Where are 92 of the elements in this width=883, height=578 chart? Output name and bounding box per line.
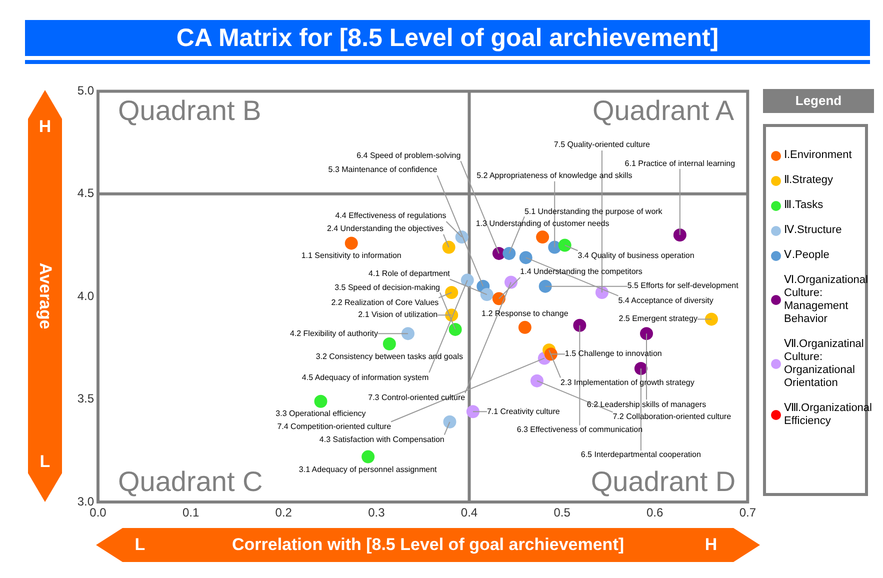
point	[536, 230, 550, 244]
point	[634, 362, 648, 375]
annotation: 4.2 Flexibility of authority	[290, 328, 378, 338]
annotation: 2.3 Implementation of growth strategy	[560, 378, 694, 387]
point	[344, 236, 358, 250]
annotation: 7.3 Control-oriented culture	[368, 393, 466, 402]
point	[443, 415, 456, 428]
point	[502, 246, 516, 260]
annotation: 1.2 Response to change	[482, 309, 568, 318]
x-tick-label: 0.2	[275, 506, 292, 520]
x-tick-label: 0.3	[368, 506, 386, 520]
point	[530, 374, 544, 388]
point	[518, 320, 532, 334]
annotation: 5.2 Appropriateness of knowledge and skills	[476, 171, 632, 180]
annotation: 6.3 Effectiveness of communication	[516, 425, 643, 434]
y-tick-label: 4.5	[77, 186, 94, 200]
point	[314, 394, 328, 408]
annotation: Quadrant D	[590, 466, 736, 497]
y-tick-label: 4.0	[77, 288, 94, 303]
annotation: 7.1 Creativity culture	[486, 406, 560, 416]
point	[382, 337, 396, 350]
annotation: 6.4 Speed of problem-solving	[356, 151, 461, 160]
annotation: 5.1 Understanding the purpose of work	[524, 206, 662, 216]
legend-label: Ⅲ.Tasks	[784, 199, 824, 212]
annotation: 1.4 Understanding the competitors	[520, 267, 642, 276]
legend-label: Ⅴ.People	[784, 249, 830, 262]
annotation: 3.5 Speed of decision-making	[334, 282, 440, 292]
point	[704, 312, 718, 326]
point	[519, 251, 532, 264]
point	[480, 288, 494, 302]
annotation: 5.5 Efforts for self-development	[627, 281, 738, 290]
point	[401, 327, 414, 340]
annotation: 6.2 Leadership skills of managers	[586, 400, 706, 409]
point	[460, 274, 474, 287]
legend-label: Ⅷ.Organizational Efficiency	[784, 402, 872, 428]
x-tick-label: 0.5	[554, 506, 571, 520]
point	[442, 240, 456, 254]
annotation: 2.4 Understanding the objectives	[326, 224, 444, 234]
annotation: 3.4 Quality of business operation	[578, 250, 694, 260]
annotation: 6.1 Practice of internal learning	[624, 158, 736, 168]
annotation: 5.4 Acceptance of diversity	[618, 296, 714, 305]
legend-label: Ⅵ.Organizational Culture: Management Behavior	[784, 274, 869, 326]
legend-title: Legend	[763, 89, 874, 113]
annotation: 2.2 Realization of Core Values	[331, 298, 439, 307]
annotation: 7.2 Collaboration-oriented culture	[612, 412, 732, 422]
annotation: 7.5 Quality-oriented culture	[554, 140, 650, 150]
x-tick-label: 0.6	[646, 506, 664, 520]
annotation: Quadrant B	[118, 95, 262, 126]
annotation: 3.3 Operational efficiency	[276, 409, 366, 418]
text: H	[704, 535, 718, 555]
legend-label: Ⅶ.Organizatinal Culture: Organizational Orientation	[784, 338, 865, 390]
y-tick-label: 3.5	[77, 392, 94, 406]
annotation: 1.1 Sensitivity to information	[301, 251, 402, 260]
text: H	[38, 117, 52, 137]
y-tick-label: 5.0	[77, 84, 94, 98]
annotation: 5.3 Maintenance of confidence	[328, 165, 438, 174]
y-axis-title: Average	[35, 262, 55, 330]
point	[673, 228, 686, 242]
point	[640, 327, 653, 340]
point	[558, 238, 572, 252]
annotation: 4.1 Role of department	[368, 269, 450, 278]
annotation: 6.5 Interdepartmental cooperation	[580, 450, 701, 460]
point	[466, 405, 480, 418]
annotation: 1.5 Challenge to innovation	[564, 349, 662, 358]
annotation: Quadrant C	[118, 466, 263, 497]
text: L	[40, 452, 50, 472]
annotation: 4.4 Effectiveness of regulations	[335, 211, 446, 220]
x-tick-label: 0.4	[460, 506, 478, 520]
annotation: 2.5 Emergent strategy	[618, 314, 698, 324]
annotation: 2.1 Vision of utilization	[358, 310, 438, 320]
chart-title: CA Matrix for [8.5 Level of goal archievement]	[25, 20, 870, 56]
point	[445, 286, 458, 299]
point	[362, 450, 375, 464]
x-axis-title: Correlation with [8.5 Level of goal archievement]	[232, 535, 624, 555]
legend-label: Ⅰ.Environment	[784, 149, 852, 162]
text: L	[134, 535, 146, 555]
point	[448, 322, 462, 336]
annotation: 3.2 Consistency between tasks and goals	[316, 352, 464, 361]
x-tick-label: 0.1	[182, 506, 200, 520]
annotation: 3.1 Adequacy of personnel assignment	[298, 464, 437, 474]
legend-label: Ⅳ.Structure	[784, 224, 842, 237]
x-tick-label: 0.0	[90, 506, 107, 520]
point	[538, 280, 552, 293]
annotation: Quadrant A	[592, 95, 734, 126]
annotation: 1.3 Understanding of customer needs	[476, 219, 610, 228]
annotation: 7.4 Competition-oriented culture	[277, 422, 392, 431]
annotation: 4.3 Satisfaction with Compensation	[319, 434, 444, 444]
y-tick-label: 3.0	[77, 494, 94, 508]
annotation: 4.5 Adequacy of information system	[302, 372, 429, 382]
point	[573, 318, 586, 332]
legend-label: Ⅱ.Strategy	[784, 174, 834, 187]
x-tick-label: 0.7	[739, 506, 756, 520]
